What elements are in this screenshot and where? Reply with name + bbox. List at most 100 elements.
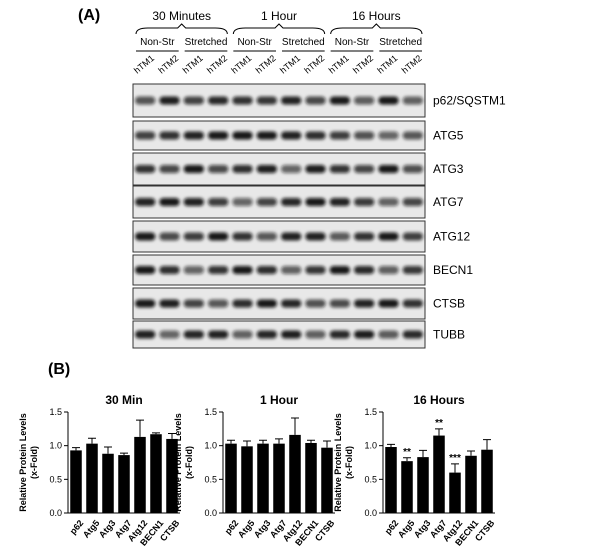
band [256, 299, 277, 308]
blot [132, 120, 426, 151]
band [159, 131, 180, 140]
x-tick-label: Atg3 [97, 518, 118, 540]
y-axis-label: (x-Fold) [184, 446, 194, 479]
x-tick-label: Atg3 [412, 518, 433, 540]
error-bar [227, 439, 235, 444]
band [208, 96, 229, 105]
lane-label: hTM2 [302, 53, 326, 75]
bar [449, 472, 461, 513]
band [378, 96, 399, 105]
band [354, 232, 375, 241]
bar [257, 443, 269, 513]
bar [102, 453, 114, 513]
band [281, 131, 302, 140]
error-bar [243, 440, 251, 447]
band [135, 131, 156, 140]
error-bar [403, 457, 411, 462]
y-axis-label: (x-Fold) [344, 446, 354, 479]
band [159, 330, 180, 339]
band [305, 330, 326, 339]
band [305, 198, 326, 206]
band [354, 299, 375, 308]
bar [417, 457, 429, 513]
blot [132, 185, 426, 219]
band [208, 330, 229, 339]
bar [401, 461, 413, 513]
error-bar [259, 439, 267, 444]
band [354, 165, 375, 173]
y-axis-label: Relative Protein Levels [173, 413, 183, 512]
x-tick-label: Atg3 [252, 518, 273, 540]
band [378, 131, 399, 140]
x-tick-label: Atg5 [81, 518, 102, 540]
band [329, 131, 350, 140]
chart-title: 30 Min [105, 393, 142, 407]
y-axis-label: Relative Protein Levels [18, 413, 28, 512]
y-tick-label: 1.0 [364, 441, 377, 451]
condition-label: Stretched [282, 37, 325, 48]
band [183, 131, 204, 140]
band [378, 266, 399, 274]
band [256, 198, 277, 206]
band [354, 131, 375, 140]
band [329, 232, 350, 241]
lane-label: hTM1 [229, 53, 253, 75]
bar [241, 446, 253, 513]
blot [132, 152, 426, 186]
bar [289, 434, 301, 513]
band [232, 165, 253, 173]
condition-label: Stretched [185, 37, 228, 48]
error-bar [136, 419, 144, 437]
band [354, 96, 375, 105]
lane-label: hTM2 [205, 53, 229, 75]
band [208, 131, 229, 140]
band [354, 330, 375, 339]
error-bar [323, 440, 331, 448]
y-tick-label: 1.5 [49, 407, 62, 417]
band [183, 266, 204, 274]
bar [70, 450, 82, 513]
band [135, 165, 156, 173]
blot [132, 83, 426, 118]
bar [465, 455, 477, 513]
blot-label: p62/SQSTM1 [433, 94, 506, 108]
band [232, 232, 253, 241]
brace [330, 23, 423, 35]
y-tick-label: 0.5 [364, 474, 377, 484]
error-bar [72, 447, 80, 451]
significance: ** [435, 418, 443, 429]
blot-label: ATG3 [433, 162, 464, 176]
band [256, 96, 277, 105]
band [402, 299, 423, 308]
error-bar [275, 438, 283, 444]
error-bar [104, 446, 112, 454]
band [305, 232, 326, 241]
y-axis-label: (x-Fold) [29, 446, 39, 479]
bar [385, 447, 397, 513]
lane-label: hTM2 [254, 53, 278, 75]
error-bar [152, 432, 160, 435]
band [281, 165, 302, 173]
lane-label: hTM1 [327, 53, 351, 75]
band [183, 198, 204, 206]
blot-label: ATG5 [433, 129, 464, 143]
band [232, 266, 253, 274]
band [305, 131, 326, 140]
band [305, 165, 326, 173]
y-tick-label: 0.0 [49, 508, 62, 518]
lane-label: hTM1 [132, 53, 156, 75]
bar [166, 438, 178, 513]
band [329, 299, 350, 308]
band [305, 266, 326, 274]
band [354, 266, 375, 274]
band [232, 299, 253, 308]
y-tick-label: 0.0 [364, 508, 377, 518]
y-tick-label: 1.0 [49, 441, 62, 451]
panel-label: (A) [78, 7, 100, 24]
band [329, 165, 350, 173]
band [402, 165, 423, 173]
error-bar [291, 417, 299, 435]
band [281, 198, 302, 206]
y-axis-label: Relative Protein Levels [333, 413, 343, 512]
